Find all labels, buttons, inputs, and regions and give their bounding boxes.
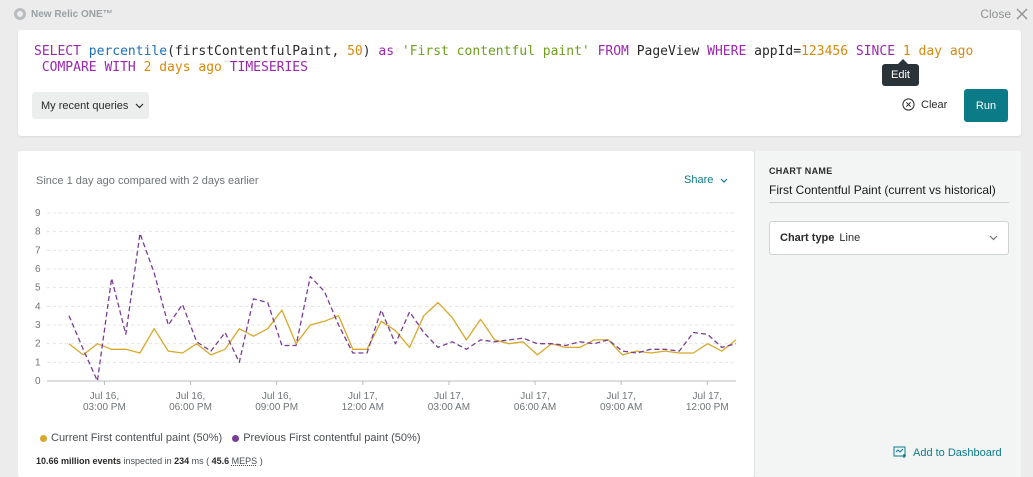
x-tick-label: Jul 17, [606, 391, 635, 402]
series-line [68, 232, 737, 382]
events-ms: 234 [174, 456, 190, 466]
run-button[interactable]: Run [964, 89, 1008, 122]
recent-queries-button[interactable]: My recent queries [32, 92, 149, 119]
y-tick-label: 5 [35, 283, 41, 294]
chart-name-input[interactable]: First Contentful Paint (current vs histo… [769, 183, 1009, 203]
query-token: (firstContentfulPaint, [167, 44, 348, 59]
x-tick-label: 03:00 PM [83, 402, 126, 413]
chevron-down-icon [136, 103, 144, 108]
query-token: SELECT [34, 44, 89, 59]
meps-abbr: MEPS [231, 456, 258, 466]
y-tick-label: 9 [35, 208, 41, 219]
x-tick-label: Jul 16, [90, 391, 119, 402]
brand: New Relic ONE™ [14, 8, 113, 20]
query-token: percentile [88, 44, 168, 59]
y-tick-label: 6 [35, 264, 41, 275]
add-to-dashboard-button[interactable]: Add to Dashboard [893, 446, 1002, 459]
legend-label: Current First contentful paint (50%) [51, 432, 223, 444]
y-tick-label: 4 [35, 301, 41, 312]
query-token: 1 [902, 44, 919, 59]
edit-tooltip: Edit [882, 59, 919, 86]
close-icon[interactable] [1016, 8, 1028, 20]
brand-label: New Relic ONE™ [31, 8, 113, 20]
y-tick-label: 2 [35, 339, 41, 350]
query-token: days [159, 60, 199, 75]
x-tick-label: 03:00 AM [428, 402, 470, 413]
events-ms-unit: ms ( [189, 456, 212, 466]
query-token: WHERE [707, 44, 755, 59]
chevron-down-icon [989, 235, 998, 241]
chart-type-value: Line [839, 232, 861, 244]
series-line [68, 301, 737, 356]
top-bar: New Relic ONE™ Close [0, 0, 1033, 30]
x-tick-label: 12:00 AM [342, 402, 384, 413]
new-relic-logo-icon [14, 8, 26, 20]
events-meps-value: 45.6 [211, 456, 230, 466]
query-token: COMPARE WITH [41, 60, 136, 75]
legend-label: Previous First contentful paint (50%) [243, 432, 421, 444]
chart-type-label: Chart type [780, 232, 835, 244]
query-token: 50 [347, 44, 363, 59]
query-token: ) [362, 44, 379, 59]
clear-label: Clear [921, 98, 948, 111]
x-tick-label: Jul 17, [434, 391, 463, 402]
legend-item[interactable]: Current First contentful paint (50%) [40, 432, 222, 444]
chart-legend: Current First contentful paint (50%) Prev… [40, 432, 421, 444]
query-token: day [918, 44, 950, 59]
x-tick-label: Jul 16, [262, 391, 291, 402]
share-label: Share [684, 174, 714, 186]
query-token: FROM [597, 44, 637, 59]
x-tick-label: 06:00 PM [169, 402, 212, 413]
events-end: ) [257, 456, 263, 466]
recent-queries-label: My recent queries [41, 99, 129, 112]
share-button[interactable]: Share [684, 174, 728, 186]
x-tick-label: Jul 17, [348, 391, 377, 402]
x-tick-label: Jul 17, [520, 391, 549, 402]
query-token: 'First contentful paint' [401, 44, 598, 59]
query-token: as [378, 44, 402, 59]
close-label[interactable]: Close [980, 7, 1011, 21]
chart-type-select[interactable]: Chart type Line [769, 221, 1009, 255]
x-tick-label: Jul 17, [693, 391, 722, 402]
y-tick-label: 8 [35, 227, 41, 238]
events-count: 10.66 million events [36, 456, 122, 466]
query-editor-card: SELECT percentile(firstContentfulPaint, … [18, 30, 1021, 136]
chevron-down-icon [720, 178, 728, 183]
legend-dot-icon [40, 434, 47, 442]
y-tick-label: 3 [35, 320, 41, 331]
chart-name-label: CHART NAME [769, 166, 833, 176]
chart-settings-panel: CHART NAME First Contentful Paint (curre… [754, 151, 1021, 477]
events-summary: 10.66 million events inspected in 234 ms… [36, 456, 263, 466]
query-token: appId= [754, 44, 802, 59]
x-tick-label: Jul 16, [176, 391, 205, 402]
query-token: SINCE [855, 44, 903, 59]
chart-subtitle: Since 1 day ago compared with 2 days ear… [36, 175, 259, 187]
query-token: 2 [143, 60, 160, 75]
add-to-dashboard-label: Add to Dashboard [913, 446, 1002, 459]
x-tick-label: 09:00 PM [255, 402, 298, 413]
y-tick-label: 1 [35, 357, 41, 368]
x-tick-label: 12:00 PM [686, 402, 729, 413]
query-token: PageView [636, 44, 708, 59]
query-token: 123456 [801, 44, 856, 59]
dashboard-add-icon [893, 446, 906, 458]
query-token: ago [198, 60, 230, 75]
chart-card: Since 1 day ago compared with 2 days ear… [18, 151, 754, 477]
x-tick-label: 06:00 AM [514, 402, 556, 413]
y-tick-label: 7 [35, 245, 41, 256]
clear-circle-x-icon [902, 98, 915, 111]
y-tick-label: 0 [35, 376, 41, 387]
events-mid: inspected in [121, 456, 175, 466]
query-token: ago [949, 44, 974, 59]
legend-item[interactable]: Previous First contentful paint (50%) [232, 432, 421, 444]
clear-button[interactable]: Clear [902, 98, 947, 111]
query-token: TIMESERIES [229, 60, 308, 75]
legend-dot-icon [232, 434, 240, 442]
x-tick-label: 09:00 AM [600, 402, 642, 413]
nrql-query-editor[interactable]: SELECT percentile(firstContentfulPaint, … [34, 44, 1009, 76]
